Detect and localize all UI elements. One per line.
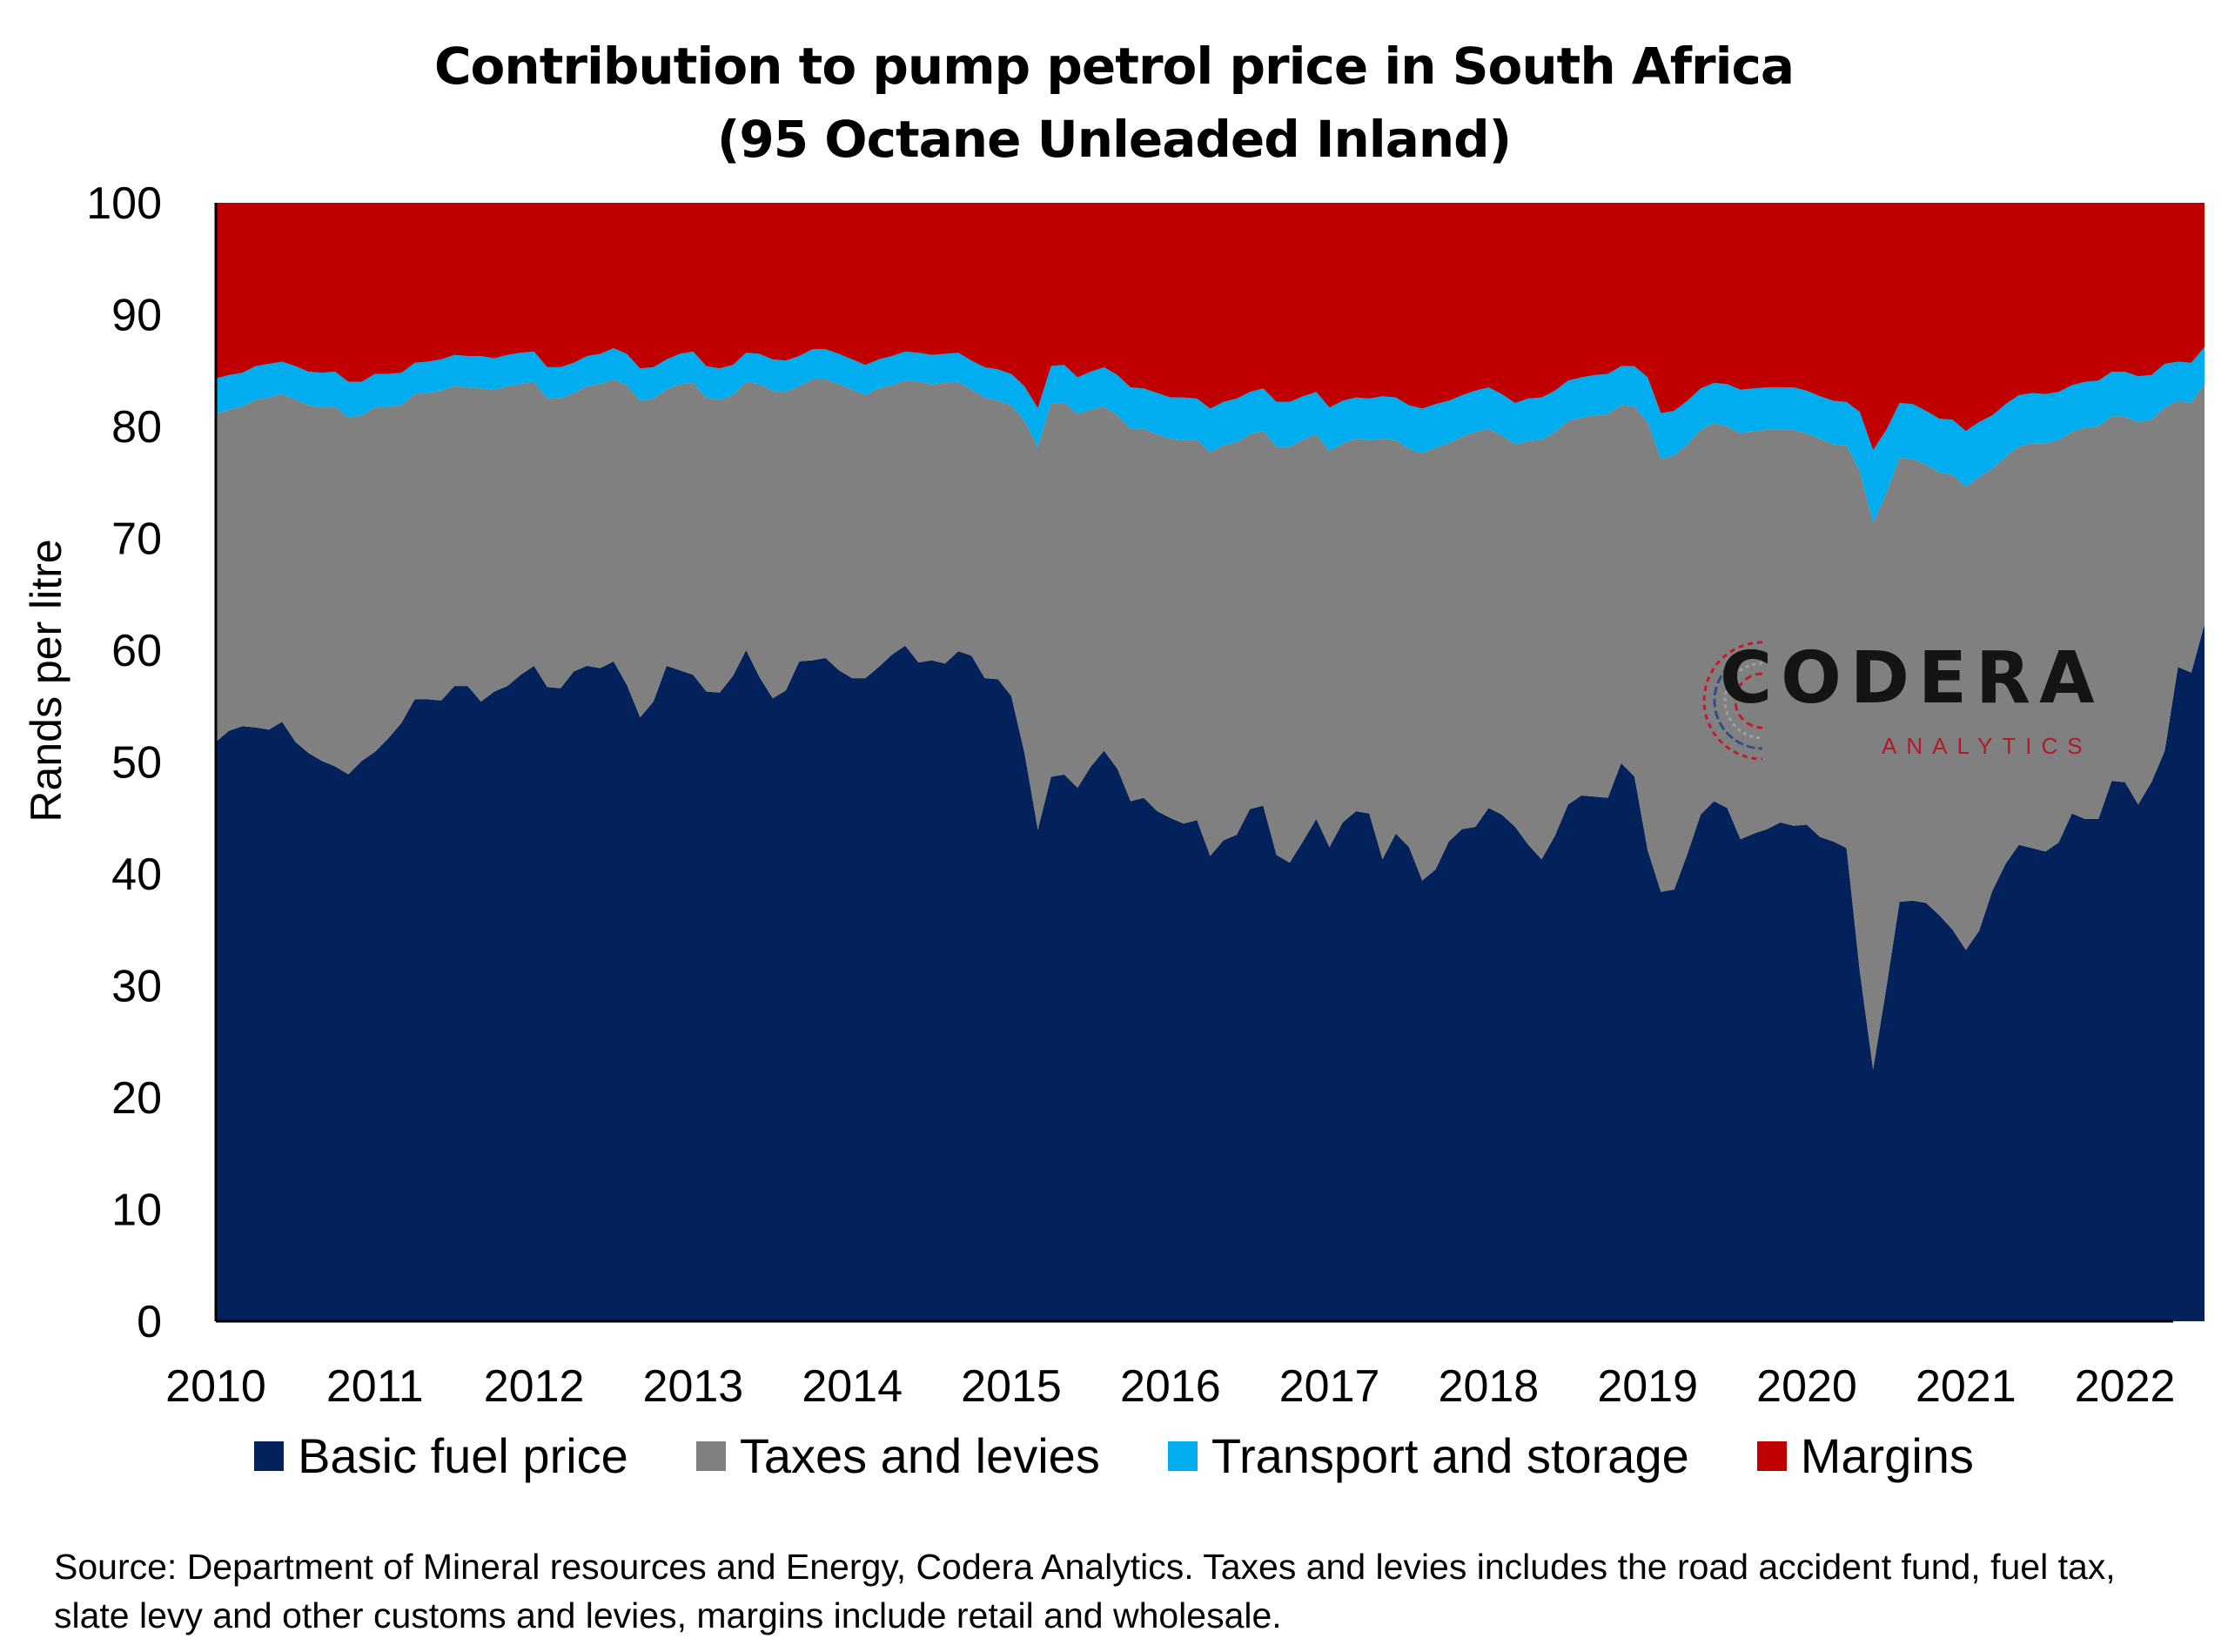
- chart-title-block: Contribution to pump petrol price in Sou…: [0, 30, 2228, 176]
- legend-swatch: [254, 1440, 285, 1471]
- y-tick-label: 50: [111, 738, 162, 789]
- x-tick-label: 2021: [1916, 1361, 2017, 1412]
- y-tick-label: 20: [111, 1073, 162, 1124]
- legend-label: Margins: [1800, 1428, 1974, 1483]
- tick-labels-group: 0 10 20 30 40 50 60 70 80 90 100 2010 2011 2012 2013 20…: [86, 178, 2175, 1412]
- y-tick-label: 0: [137, 1297, 162, 1347]
- y-tick-label: 70: [111, 514, 162, 565]
- legend-swatch: [1167, 1440, 1198, 1471]
- chart-subtitle: (95 Octane Unleaded Inland): [716, 110, 1512, 169]
- x-tick-label: 2012: [484, 1361, 585, 1412]
- stacked-area-chart: 0 10 20 30 40 50 60 70 80 90 100 2010 2011 2012 2013 20…: [22, 178, 2205, 1412]
- y-tick-label: 100: [86, 178, 162, 229]
- x-tick-label: 2015: [961, 1361, 1062, 1412]
- logo-sub: ANALYTICS: [1882, 733, 2092, 759]
- legend-swatch: [695, 1440, 726, 1471]
- x-tick-label: 2016: [1120, 1361, 1221, 1412]
- y-axis-label: Rands per litre: [22, 539, 70, 822]
- y-tick-label: 10: [111, 1185, 162, 1236]
- x-tick-label: 2010: [165, 1361, 266, 1412]
- x-tick-label: 2020: [1756, 1361, 1857, 1412]
- x-tick-label: 2019: [1597, 1361, 1698, 1412]
- legend-label: Transport and storage: [1211, 1428, 1689, 1483]
- legend-swatch: [1756, 1440, 1787, 1471]
- area-margins: [216, 203, 2205, 450]
- legend-label: Taxes and levies: [739, 1428, 1100, 1483]
- source-note: Source: Department of Mineral resources …: [54, 1547, 2116, 1635]
- x-tick-label: 2017: [1279, 1361, 1380, 1412]
- x-tick-label: 2011: [326, 1361, 424, 1412]
- legend-label: Basic fuel price: [298, 1428, 628, 1483]
- legend: Basic fuel price Taxes and levies Transp…: [0, 1427, 2228, 1484]
- y-tick-label: 40: [111, 850, 162, 900]
- x-tick-label: 2013: [643, 1361, 744, 1412]
- legend-item-margins: Margins: [1756, 1427, 1974, 1484]
- y-tick-label: 90: [111, 291, 162, 341]
- y-tick-label: 30: [111, 962, 162, 1012]
- legend-item-basic-fuel-price: Basic fuel price: [254, 1427, 628, 1484]
- area-basic-fuel-price: [216, 624, 2205, 1321]
- logo-name: CODERA: [1720, 637, 2104, 720]
- chart-title: Contribution to pump petrol price in Sou…: [433, 37, 1795, 96]
- x-tick-label: 2014: [802, 1361, 903, 1412]
- x-tick-label: 2018: [1439, 1361, 1540, 1412]
- codera-logo: CODERA ANALYTICS: [1697, 635, 2106, 766]
- x-tick-label: 2022: [2075, 1361, 2176, 1412]
- axes-group: [214, 203, 2173, 1323]
- y-tick-label: 80: [111, 402, 162, 453]
- legend-item-taxes-and-levies: Taxes and levies: [695, 1427, 1100, 1484]
- y-tick-label: 60: [111, 626, 162, 676]
- legend-item-transport-and-storage: Transport and storage: [1167, 1427, 1689, 1484]
- codera-logo-mark-icon: [1702, 641, 1763, 761]
- area-transport-and-storage: [216, 346, 2205, 523]
- area-taxes-and-levies: [216, 379, 2205, 1070]
- area-series-group: [216, 203, 2205, 1321]
